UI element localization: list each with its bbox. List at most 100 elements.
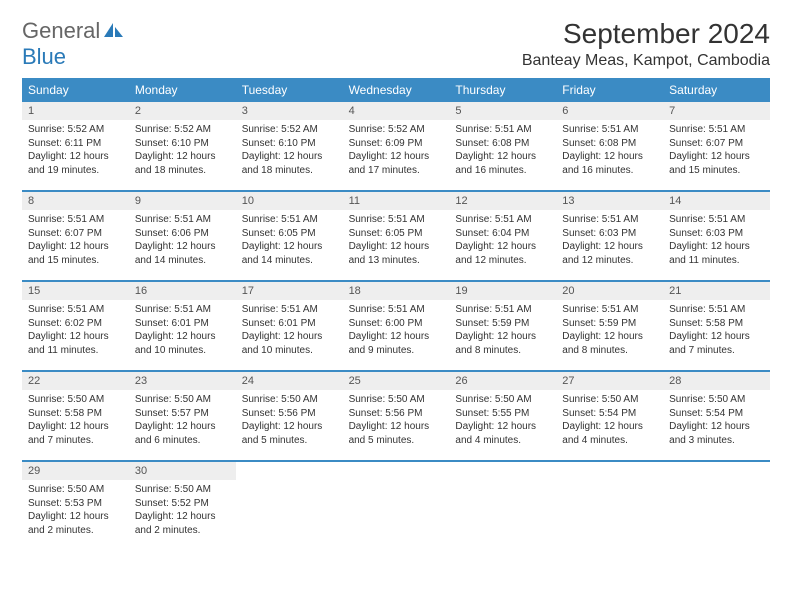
sunrise-text: Sunrise: 5:50 AM bbox=[135, 483, 230, 497]
sunset-text: Sunset: 6:01 PM bbox=[135, 317, 230, 331]
day-info: Sunrise: 5:50 AMSunset: 5:54 PMDaylight:… bbox=[556, 390, 663, 450]
day-cell: 15Sunrise: 5:51 AMSunset: 6:02 PMDayligh… bbox=[22, 282, 129, 370]
day-info: Sunrise: 5:51 AMSunset: 6:08 PMDaylight:… bbox=[449, 120, 556, 180]
sunrise-text: Sunrise: 5:50 AM bbox=[562, 393, 657, 407]
daylight-text-2: and 8 minutes. bbox=[455, 344, 550, 358]
day-number: 11 bbox=[343, 192, 450, 210]
logo-text-wrap: General Blue bbox=[22, 18, 125, 70]
sunset-text: Sunset: 6:10 PM bbox=[135, 137, 230, 151]
day-header-sunday: Sunday bbox=[22, 78, 129, 102]
day-number: 14 bbox=[663, 192, 770, 210]
daylight-text-1: Daylight: 12 hours bbox=[135, 420, 230, 434]
day-info: Sunrise: 5:52 AMSunset: 6:10 PMDaylight:… bbox=[129, 120, 236, 180]
empty-cell bbox=[556, 462, 663, 550]
day-cell: 4Sunrise: 5:52 AMSunset: 6:09 PMDaylight… bbox=[343, 102, 450, 190]
week-row: 8Sunrise: 5:51 AMSunset: 6:07 PMDaylight… bbox=[22, 192, 770, 282]
sunrise-text: Sunrise: 5:51 AM bbox=[669, 123, 764, 137]
sunset-text: Sunset: 6:03 PM bbox=[669, 227, 764, 241]
daylight-text-2: and 7 minutes. bbox=[28, 434, 123, 448]
day-number: 28 bbox=[663, 372, 770, 390]
day-cell: 26Sunrise: 5:50 AMSunset: 5:55 PMDayligh… bbox=[449, 372, 556, 460]
daylight-text-2: and 14 minutes. bbox=[242, 254, 337, 268]
sunset-text: Sunset: 6:08 PM bbox=[562, 137, 657, 151]
daylight-text-2: and 3 minutes. bbox=[669, 434, 764, 448]
location: Banteay Meas, Kampot, Cambodia bbox=[522, 52, 770, 70]
day-cell: 6 Sunrise: 5:51 AMSunset: 6:08 PMDaylight… bbox=[556, 102, 663, 190]
daylight-text-1: Daylight: 12 hours bbox=[135, 240, 230, 254]
day-number: 27 bbox=[556, 372, 663, 390]
week-row: 22Sunrise: 5:50 AMSunset: 5:58 PMDayligh… bbox=[22, 372, 770, 462]
sunrise-text: Sunrise: 5:51 AM bbox=[349, 213, 444, 227]
sunrise-text: Sunrise: 5:52 AM bbox=[28, 123, 123, 137]
day-info: Sunrise: 5:51 AMSunset: 5:59 PMDaylight:… bbox=[449, 300, 556, 360]
daylight-text-1: Daylight: 12 hours bbox=[242, 150, 337, 164]
daylight-text-1: Daylight: 12 hours bbox=[242, 330, 337, 344]
day-number: 5 bbox=[449, 102, 556, 120]
day-number: 4 bbox=[343, 102, 450, 120]
sunset-text: Sunset: 6:10 PM bbox=[242, 137, 337, 151]
daylight-text-1: Daylight: 12 hours bbox=[135, 510, 230, 524]
daylight-text-1: Daylight: 12 hours bbox=[669, 150, 764, 164]
day-headers-row: Sunday Monday Tuesday Wednesday Thursday… bbox=[22, 78, 770, 102]
day-number: 24 bbox=[236, 372, 343, 390]
month-title: September 2024 bbox=[522, 18, 770, 50]
sunset-text: Sunset: 6:05 PM bbox=[349, 227, 444, 241]
sunset-text: Sunset: 5:58 PM bbox=[28, 407, 123, 421]
day-number: 16 bbox=[129, 282, 236, 300]
day-cell: 16Sunrise: 5:51 AMSunset: 6:01 PMDayligh… bbox=[129, 282, 236, 370]
day-info: Sunrise: 5:51 AMSunset: 6:03 PMDaylight:… bbox=[556, 210, 663, 270]
day-header-monday: Monday bbox=[129, 78, 236, 102]
sunset-text: Sunset: 6:07 PM bbox=[28, 227, 123, 241]
daylight-text-1: Daylight: 12 hours bbox=[28, 240, 123, 254]
daylight-text-1: Daylight: 12 hours bbox=[349, 150, 444, 164]
sunset-text: Sunset: 6:02 PM bbox=[28, 317, 123, 331]
day-info: Sunrise: 5:51 AMSunset: 6:05 PMDaylight:… bbox=[343, 210, 450, 270]
sunset-text: Sunset: 6:06 PM bbox=[135, 227, 230, 241]
sunset-text: Sunset: 6:09 PM bbox=[349, 137, 444, 151]
sunrise-text: Sunrise: 5:51 AM bbox=[455, 303, 550, 317]
sunrise-text: Sunrise: 5:50 AM bbox=[28, 393, 123, 407]
calendar-body: 1Sunrise: 5:52 AMSunset: 6:11 PMDaylight… bbox=[22, 102, 770, 550]
empty-cell bbox=[343, 462, 450, 550]
sunset-text: Sunset: 5:56 PM bbox=[242, 407, 337, 421]
day-cell: 22Sunrise: 5:50 AMSunset: 5:58 PMDayligh… bbox=[22, 372, 129, 460]
daylight-text-2: and 17 minutes. bbox=[349, 164, 444, 178]
day-number: 6 bbox=[556, 102, 663, 120]
daylight-text-2: and 15 minutes. bbox=[669, 164, 764, 178]
day-cell: 9Sunrise: 5:51 AMSunset: 6:06 PMDaylight… bbox=[129, 192, 236, 280]
day-info: Sunrise: 5:51 AMSunset: 5:58 PMDaylight:… bbox=[663, 300, 770, 360]
daylight-text-1: Daylight: 12 hours bbox=[455, 420, 550, 434]
day-cell: 7Sunrise: 5:51 AMSunset: 6:07 PMDaylight… bbox=[663, 102, 770, 190]
title-block: September 2024 Banteay Meas, Kampot, Cam… bbox=[522, 18, 770, 70]
sunrise-text: Sunrise: 5:51 AM bbox=[562, 123, 657, 137]
day-info: Sunrise: 5:51 AMSunset: 6:06 PMDaylight:… bbox=[129, 210, 236, 270]
day-number: 19 bbox=[449, 282, 556, 300]
sunrise-text: Sunrise: 5:51 AM bbox=[562, 303, 657, 317]
day-cell: 18Sunrise: 5:51 AMSunset: 6:00 PMDayligh… bbox=[343, 282, 450, 370]
sunrise-text: Sunrise: 5:50 AM bbox=[28, 483, 123, 497]
sunset-text: Sunset: 6:05 PM bbox=[242, 227, 337, 241]
day-cell: 3Sunrise: 5:52 AMSunset: 6:10 PMDaylight… bbox=[236, 102, 343, 190]
sunrise-text: Sunrise: 5:51 AM bbox=[135, 303, 230, 317]
daylight-text-1: Daylight: 12 hours bbox=[455, 330, 550, 344]
page-header: General Blue September 2024 Banteay Meas… bbox=[22, 18, 770, 70]
day-number: 30 bbox=[129, 462, 236, 480]
sunset-text: Sunset: 5:59 PM bbox=[562, 317, 657, 331]
day-number: 2 bbox=[129, 102, 236, 120]
daylight-text-1: Daylight: 12 hours bbox=[28, 510, 123, 524]
sunrise-text: Sunrise: 5:52 AM bbox=[135, 123, 230, 137]
day-info: Sunrise: 5:50 AMSunset: 5:56 PMDaylight:… bbox=[343, 390, 450, 450]
day-info: Sunrise: 5:50 AMSunset: 5:56 PMDaylight:… bbox=[236, 390, 343, 450]
day-header-friday: Friday bbox=[556, 78, 663, 102]
daylight-text-1: Daylight: 12 hours bbox=[242, 240, 337, 254]
daylight-text-1: Daylight: 12 hours bbox=[562, 150, 657, 164]
day-number: 7 bbox=[663, 102, 770, 120]
day-cell: 12Sunrise: 5:51 AMSunset: 6:04 PMDayligh… bbox=[449, 192, 556, 280]
daylight-text-2: and 10 minutes. bbox=[242, 344, 337, 358]
day-number: 13 bbox=[556, 192, 663, 210]
sunrise-text: Sunrise: 5:50 AM bbox=[669, 393, 764, 407]
sunrise-text: Sunrise: 5:51 AM bbox=[28, 213, 123, 227]
daylight-text-1: Daylight: 12 hours bbox=[669, 240, 764, 254]
daylight-text-2: and 18 minutes. bbox=[242, 164, 337, 178]
week-row: 29Sunrise: 5:50 AMSunset: 5:53 PMDayligh… bbox=[22, 462, 770, 550]
